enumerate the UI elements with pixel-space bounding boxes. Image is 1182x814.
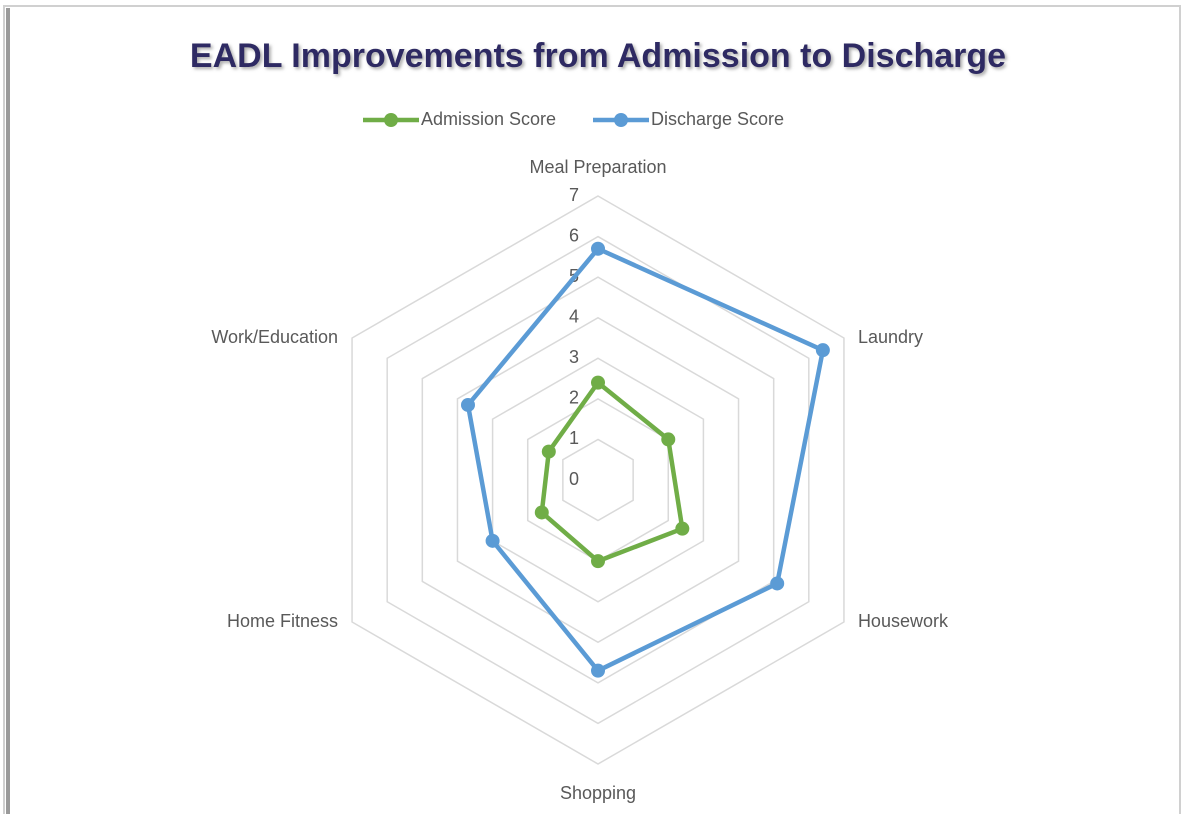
- r-tick-label: 7: [569, 185, 579, 205]
- category-label: Shopping: [560, 783, 636, 803]
- grid-ring: [491, 357, 705, 603]
- category-label: Housework: [858, 611, 949, 631]
- series-marker: [815, 343, 830, 358]
- r-tick-label: 0: [569, 469, 579, 489]
- series-marker: [460, 397, 475, 412]
- category-label: Meal Preparation: [529, 157, 666, 177]
- grid-ring: [386, 235, 810, 725]
- r-tick-label: 4: [569, 306, 579, 326]
- legend-label: Admission Score: [421, 109, 556, 129]
- category-label: Laundry: [858, 327, 923, 347]
- series-marker: [770, 576, 785, 591]
- grid-ring: [421, 276, 775, 684]
- legend-label: Discharge Score: [651, 109, 784, 129]
- series-marker: [485, 533, 500, 548]
- legend-marker: [614, 113, 628, 127]
- series-marker: [591, 241, 605, 256]
- series-marker: [534, 505, 549, 520]
- category-label: Work/Education: [211, 327, 338, 347]
- legend-marker: [384, 113, 398, 127]
- r-tick-label: 3: [569, 347, 579, 367]
- series-marker: [675, 521, 690, 536]
- grid-ring: [456, 316, 740, 644]
- series-marker: [591, 663, 605, 678]
- chart-title: EADL Improvements from Admission to Disc…: [190, 37, 1006, 75]
- grid-ring: [351, 195, 845, 765]
- series-marker: [541, 444, 556, 459]
- series-marker: [591, 554, 605, 569]
- chart-border: [3, 5, 1181, 814]
- grid-ring: [562, 438, 634, 522]
- series-marker: [591, 375, 605, 390]
- series-marker: [661, 432, 676, 447]
- r-tick-label: 2: [569, 388, 579, 408]
- r-tick-label: 1: [569, 428, 579, 448]
- r-tick-label: 6: [569, 225, 579, 245]
- category-label: Home Fitness: [227, 611, 338, 631]
